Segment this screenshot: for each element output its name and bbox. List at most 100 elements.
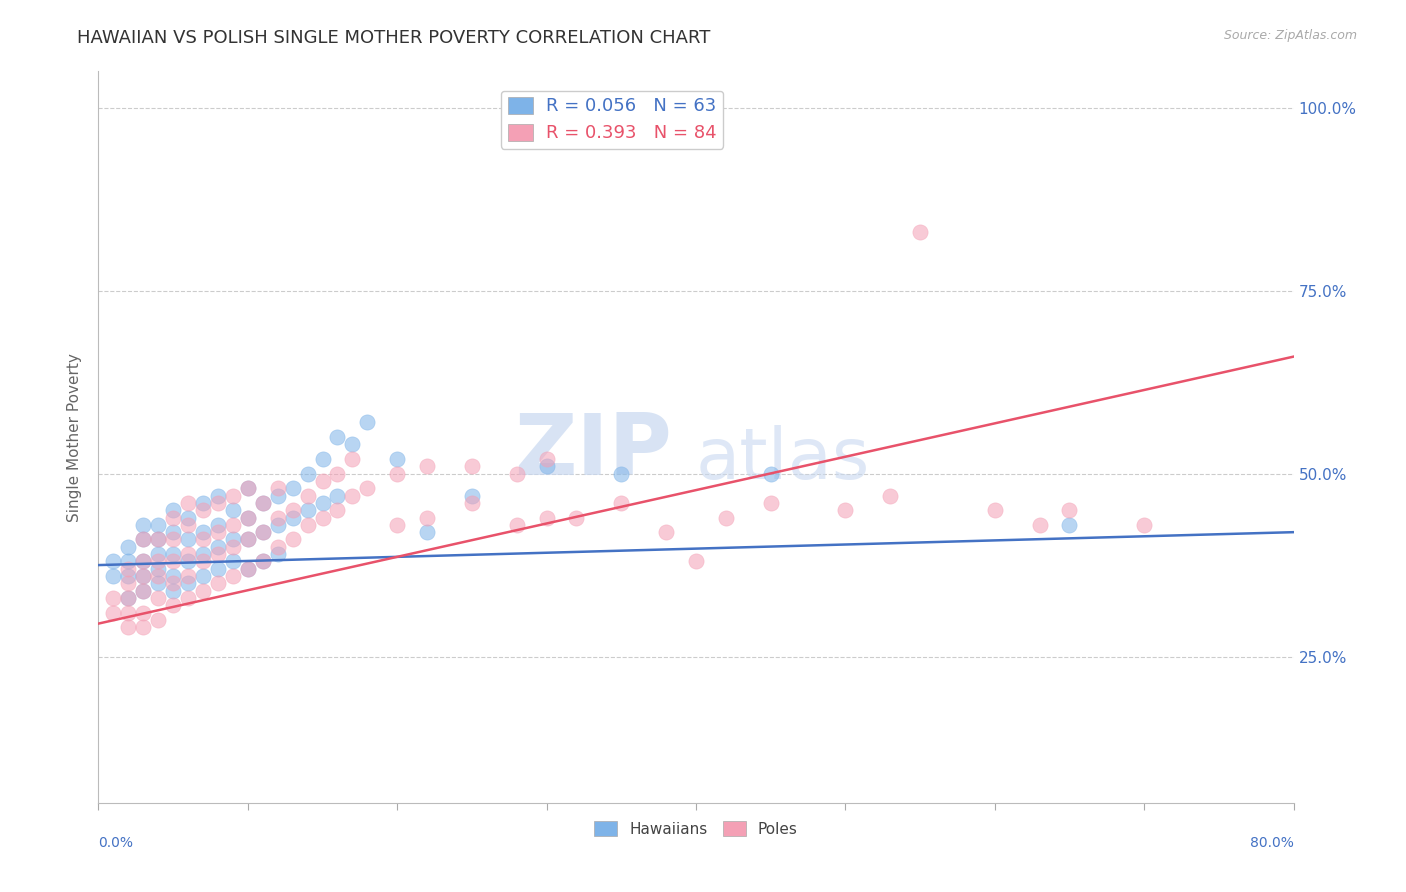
Point (536, 510, 558, 524)
Point (162, 576, 184, 591)
Y-axis label: Single Mother Poverty: Single Mother Poverty (67, 352, 83, 522)
Point (267, 517, 290, 532)
Point (908, 225, 931, 239)
Point (191, 569, 214, 583)
Point (416, 525, 439, 540)
Point (297, 503, 319, 517)
Point (984, 503, 1007, 517)
Point (236, 562, 259, 576)
Point (536, 459, 558, 474)
Point (117, 620, 139, 634)
Point (132, 583, 155, 598)
Point (342, 437, 364, 451)
Point (461, 489, 484, 503)
Point (759, 467, 782, 481)
Point (207, 517, 229, 532)
Point (252, 525, 274, 540)
Text: HAWAIIAN VS POLISH SINGLE MOTHER POVERTY CORRELATION CHART: HAWAIIAN VS POLISH SINGLE MOTHER POVERTY… (77, 29, 710, 46)
Point (177, 533, 200, 547)
Point (236, 510, 259, 524)
Point (132, 606, 155, 620)
Point (252, 496, 274, 510)
Point (148, 591, 170, 605)
Point (132, 517, 155, 532)
Point (162, 525, 184, 540)
Point (132, 533, 155, 547)
Point (461, 459, 484, 474)
Point (236, 481, 259, 495)
Point (162, 583, 184, 598)
Point (132, 554, 155, 568)
Point (326, 467, 349, 481)
Point (326, 503, 349, 517)
Point (191, 503, 214, 517)
Point (162, 547, 184, 561)
Point (191, 554, 214, 568)
Point (565, 510, 588, 524)
Point (1133, 517, 1156, 532)
Point (103, 591, 125, 605)
Point (281, 533, 304, 547)
Point (536, 452, 558, 467)
Point (162, 569, 184, 583)
Point (326, 430, 349, 444)
Point (834, 503, 856, 517)
Point (207, 525, 229, 540)
Point (117, 591, 139, 605)
Point (117, 591, 139, 605)
Point (236, 481, 259, 495)
Point (610, 467, 633, 481)
Text: ZIP: ZIP (515, 410, 672, 493)
Point (267, 481, 290, 495)
Point (207, 547, 229, 561)
Point (207, 496, 229, 510)
Point (879, 489, 901, 503)
Point (132, 620, 155, 634)
Point (177, 547, 200, 561)
Point (416, 510, 439, 524)
Point (759, 496, 782, 510)
Point (222, 533, 245, 547)
Point (342, 489, 364, 503)
Point (132, 533, 155, 547)
Point (281, 510, 304, 524)
Point (103, 569, 125, 583)
Point (311, 510, 333, 524)
Point (148, 533, 170, 547)
Point (252, 554, 274, 568)
Text: 80.0%: 80.0% (1250, 836, 1294, 850)
Point (117, 540, 139, 554)
Point (356, 481, 378, 495)
Point (281, 503, 304, 517)
Point (267, 547, 290, 561)
Point (148, 554, 170, 568)
Point (297, 489, 319, 503)
Point (177, 569, 200, 583)
Point (281, 481, 304, 495)
Point (385, 517, 409, 532)
Point (162, 533, 184, 547)
Point (252, 554, 274, 568)
Text: atlas: atlas (696, 425, 870, 493)
Point (326, 489, 349, 503)
Point (117, 569, 139, 583)
Point (297, 517, 319, 532)
Point (103, 606, 125, 620)
Point (162, 510, 184, 524)
Point (342, 452, 364, 467)
Point (191, 533, 214, 547)
Point (461, 496, 484, 510)
Point (132, 554, 155, 568)
Point (177, 496, 200, 510)
Point (207, 540, 229, 554)
Text: 0.0%: 0.0% (98, 836, 134, 850)
Point (416, 459, 439, 474)
Point (222, 517, 245, 532)
Point (252, 525, 274, 540)
Point (385, 452, 409, 467)
Point (207, 576, 229, 591)
Point (148, 547, 170, 561)
Point (297, 467, 319, 481)
Point (148, 517, 170, 532)
Point (311, 496, 333, 510)
